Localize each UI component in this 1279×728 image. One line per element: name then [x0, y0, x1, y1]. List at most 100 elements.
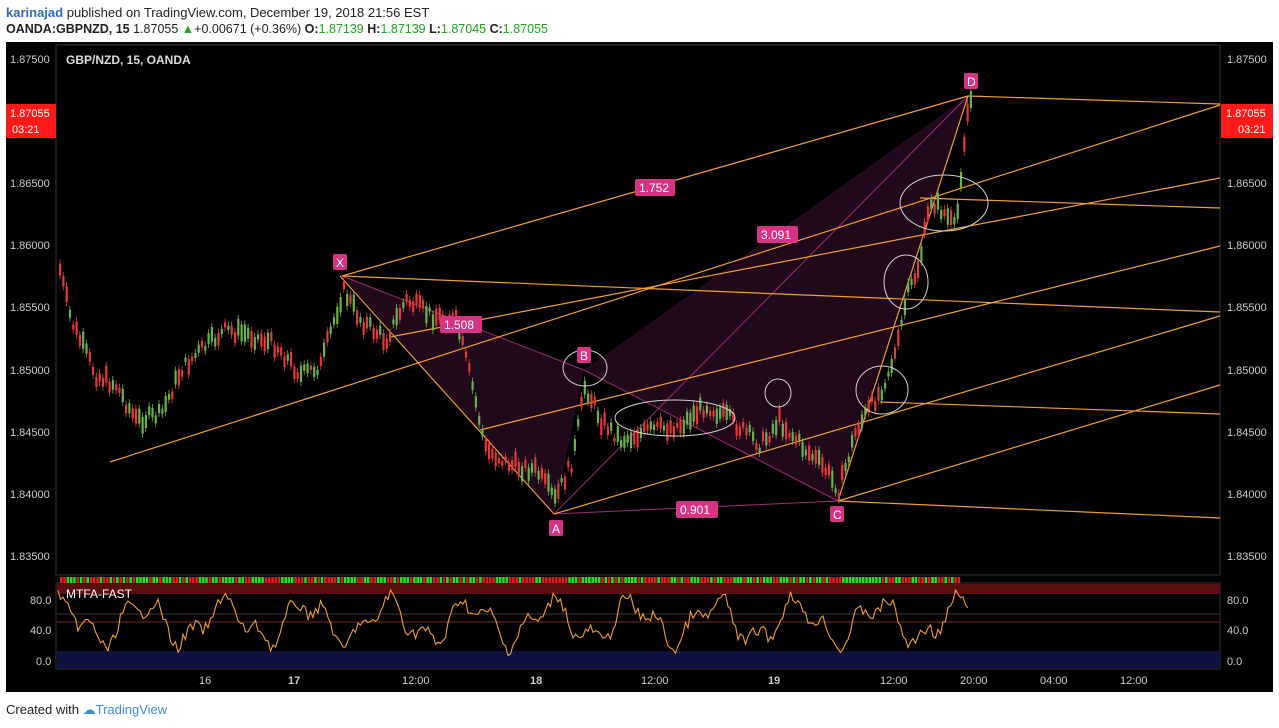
candle-body [405, 293, 408, 302]
price-tick: 1.86500 [1227, 178, 1267, 190]
candle-body [920, 246, 923, 263]
candle-body [243, 324, 246, 342]
signal-dot [172, 577, 175, 583]
candle-body [346, 293, 349, 307]
signal-dot [597, 577, 601, 583]
signal-dot [627, 577, 631, 583]
signal-dot [119, 577, 122, 583]
signal-dot [182, 577, 185, 583]
candle-body [369, 317, 372, 327]
candle-body [517, 461, 520, 477]
candle-body [781, 423, 784, 437]
signal-dot [584, 577, 588, 583]
candle-body [253, 336, 256, 350]
signal-dot [852, 577, 855, 583]
candle-body [679, 420, 682, 434]
candle-body [910, 278, 913, 285]
candle-body [540, 468, 543, 479]
candle-body [464, 351, 468, 358]
candle-body [818, 449, 821, 465]
price-tick: 1.86000 [10, 240, 50, 252]
signal-dot [192, 577, 195, 583]
signal-dot [330, 577, 334, 583]
candle-body [224, 322, 227, 328]
candle-body [451, 312, 454, 319]
high-label: H: [367, 22, 381, 36]
signal-dot [710, 577, 713, 583]
time-axis: 16 17 12:00 18 12:00 19 12:00 20:00 04:0… [199, 675, 1148, 687]
signal-dot [267, 577, 271, 583]
candle-body [761, 431, 765, 442]
candle-body [794, 436, 798, 445]
signal-dot [921, 577, 924, 583]
candle-body [250, 330, 253, 348]
candle-body [682, 419, 685, 434]
candle-body [686, 411, 689, 425]
candle-body [138, 408, 141, 424]
signal-dot [432, 577, 436, 583]
signal-dot [96, 577, 99, 583]
candle-body [950, 210, 953, 225]
candle-body [111, 380, 114, 390]
signal-dot [799, 577, 802, 583]
signal-dot [746, 577, 749, 583]
signal-dot [413, 577, 416, 583]
candle-body [814, 449, 817, 464]
candle-body [379, 325, 382, 335]
signal-dot [723, 577, 726, 583]
candle-body [563, 476, 567, 490]
signal-dot [614, 577, 617, 583]
signal-dot [343, 577, 347, 583]
candle-body [893, 347, 897, 359]
signal-dot [555, 577, 558, 583]
tradingview-brand-link[interactable]: TradingView [95, 702, 168, 717]
signal-dot [630, 577, 634, 583]
candle-body [194, 353, 197, 358]
signal-dot [604, 577, 608, 583]
candle-body [811, 454, 814, 461]
signal-dot [423, 577, 426, 583]
price-tick: 1.86000 [1227, 240, 1267, 252]
candle-body [953, 216, 956, 225]
signal-dot [109, 577, 113, 583]
signal-dot [802, 577, 806, 583]
signal-dot [759, 577, 763, 583]
low-label: L: [429, 22, 441, 36]
signal-dot [680, 577, 683, 583]
signal-dot [865, 577, 868, 583]
signal-dot [611, 577, 614, 583]
signal-dot [132, 577, 136, 583]
author-link[interactable]: karinajad [6, 5, 64, 20]
signal-dot [185, 577, 188, 583]
candle-body [214, 337, 217, 347]
candle-body [527, 467, 530, 482]
signal-dot [578, 577, 581, 583]
candle-body [600, 418, 603, 436]
point-b-label: B [580, 349, 588, 363]
candle-body [276, 346, 279, 353]
candle-body [375, 329, 378, 339]
signal-dot [822, 577, 825, 583]
signal-dot [307, 577, 311, 583]
signal-dot [264, 577, 268, 583]
signal-dot [931, 577, 934, 583]
candle-body [144, 415, 147, 428]
signal-dot [198, 577, 202, 583]
signal-dot [667, 577, 670, 583]
candle-body [547, 473, 550, 492]
signal-dot [947, 577, 951, 583]
candle-body [382, 333, 385, 350]
time-tick: 12:00 [880, 675, 908, 687]
signal-dot [792, 577, 796, 583]
candle-body [329, 326, 332, 334]
signal-dot [677, 577, 680, 583]
candle-body [748, 425, 751, 433]
candle-body [768, 435, 771, 443]
candle-body [260, 333, 263, 347]
signal-dot [885, 577, 888, 583]
candle-body [917, 261, 920, 279]
signal-dot [908, 577, 911, 583]
candle-body [659, 416, 662, 429]
candle-body [732, 412, 735, 421]
